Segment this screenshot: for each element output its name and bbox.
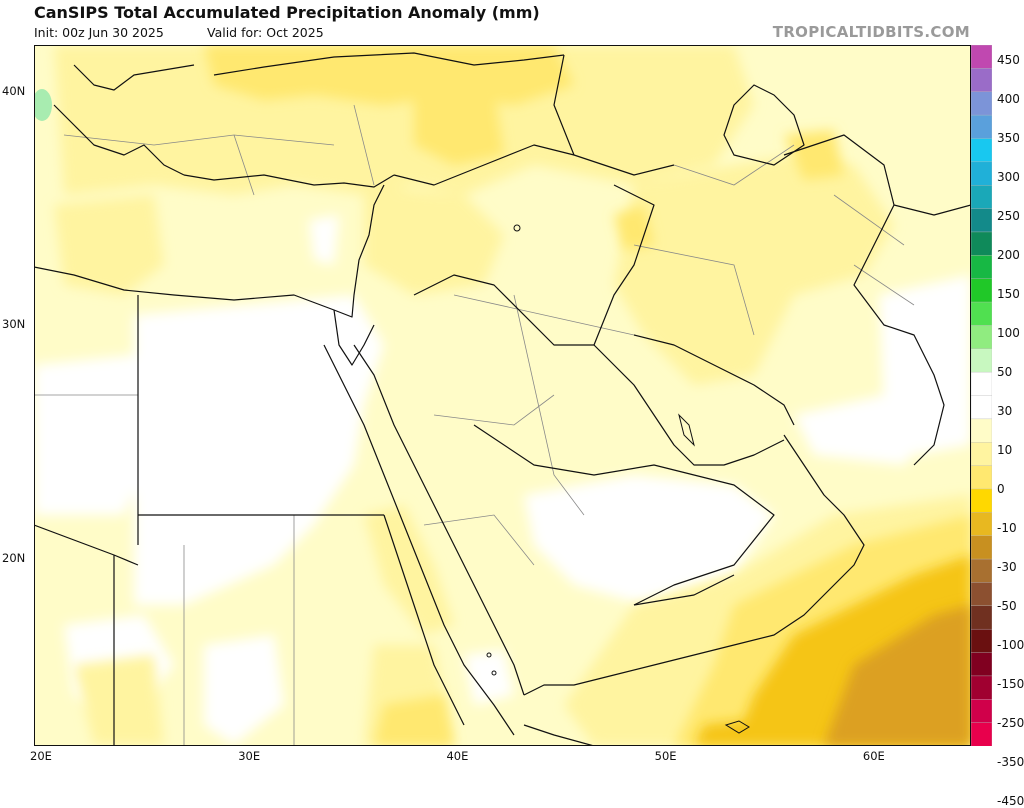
colorbar-segment bbox=[971, 161, 992, 186]
colorbar-label: 250 bbox=[997, 209, 1020, 223]
colorbar-segment bbox=[971, 348, 992, 373]
colorbar-segment bbox=[971, 442, 992, 467]
colorbar-segment bbox=[971, 418, 992, 443]
colorbar-segment bbox=[971, 722, 992, 746]
lon-label: 30E bbox=[238, 749, 261, 763]
colorbar-label: 300 bbox=[997, 170, 1020, 184]
lon-label: 60E bbox=[862, 749, 885, 763]
colorbar-segment bbox=[971, 114, 992, 140]
colorbar-segment bbox=[971, 488, 992, 514]
colorbar-label: -30 bbox=[997, 560, 1017, 574]
chart-title: CanSIPS Total Accumulated Precipitation … bbox=[34, 3, 540, 22]
coastal-islands bbox=[486, 224, 750, 734]
colorbar-label: -100 bbox=[997, 638, 1024, 652]
colorbar-segment bbox=[971, 255, 992, 280]
country-borders bbox=[34, 52, 971, 746]
colorbar-label: 30 bbox=[997, 404, 1013, 418]
colorbar-label: -450 bbox=[997, 794, 1024, 808]
colorbar-label: 350 bbox=[997, 131, 1020, 145]
colorbar-segment bbox=[971, 184, 992, 210]
colorbar-segment bbox=[971, 395, 992, 420]
colorbar-segment bbox=[971, 699, 992, 724]
colorbar-label: 50 bbox=[997, 365, 1013, 379]
map-frame bbox=[34, 45, 971, 746]
colorbar-segment bbox=[971, 371, 992, 397]
extreme-dry-anomaly-areas bbox=[824, 605, 971, 746]
colorbar-segment bbox=[971, 512, 992, 537]
colorbar-segment bbox=[971, 535, 992, 560]
colorbar-label: -150 bbox=[997, 677, 1024, 691]
colorbar-label: 100 bbox=[997, 326, 1020, 340]
colorbar bbox=[971, 45, 992, 746]
colorbar-label: 150 bbox=[997, 287, 1020, 301]
colorbar-label: -250 bbox=[997, 716, 1024, 730]
wet-anomaly-area bbox=[34, 89, 52, 121]
colorbar-label: -350 bbox=[997, 755, 1024, 769]
colorbar-segment bbox=[971, 301, 992, 327]
colorbar-segment bbox=[971, 138, 992, 163]
colorbar-segment bbox=[971, 231, 992, 257]
lat-label: 20N bbox=[2, 551, 26, 566]
colorbar-segment bbox=[971, 582, 992, 607]
init-time: Init: 00z Jun 30 2025 bbox=[34, 25, 164, 40]
colorbar-segment bbox=[971, 45, 992, 70]
colorbar-segment bbox=[971, 628, 992, 654]
lon-label: 20E bbox=[30, 749, 52, 763]
lat-label: 40N bbox=[2, 83, 26, 98]
site-brand: TROPICALTIDBITS.COM bbox=[772, 23, 970, 41]
colorbar-label: -10 bbox=[997, 521, 1017, 535]
colorbar-segment bbox=[971, 68, 992, 93]
colorbar-label: 0 bbox=[997, 482, 1005, 496]
lon-label: 40E bbox=[446, 749, 469, 763]
colorbar-segment bbox=[971, 558, 992, 584]
colorbar-label: 400 bbox=[997, 92, 1020, 106]
precipitation-anomaly-map bbox=[34, 45, 971, 746]
colorbar-segment bbox=[971, 325, 992, 350]
colorbar-label: 200 bbox=[997, 248, 1020, 262]
colorbar-segment bbox=[971, 675, 992, 700]
colorbar-segment bbox=[971, 605, 992, 630]
valid-time: Valid for: Oct 2025 bbox=[207, 25, 324, 40]
lat-label: 30N bbox=[2, 317, 26, 332]
colorbar-segment bbox=[971, 652, 992, 677]
colorbar-label: 450 bbox=[997, 53, 1020, 67]
colorbar-segment bbox=[971, 208, 992, 233]
lon-label: 50E bbox=[654, 749, 677, 763]
colorbar-segment bbox=[971, 91, 992, 116]
colorbar-segment bbox=[971, 465, 992, 490]
colorbar-segment bbox=[971, 278, 992, 303]
colorbar-label: 10 bbox=[997, 443, 1013, 457]
colorbar-label: -50 bbox=[997, 599, 1017, 613]
